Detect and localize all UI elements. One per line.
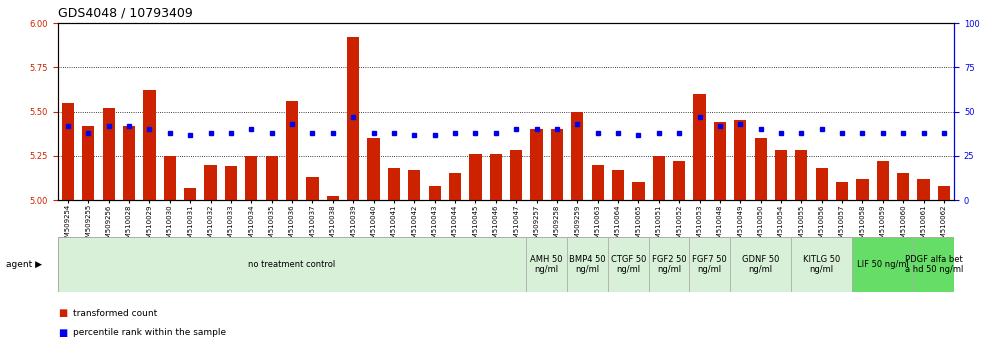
Bar bbox=[632, 182, 644, 200]
Bar bbox=[510, 150, 522, 200]
Text: PDGF alfa bet
a hd 50 ng/ml: PDGF alfa bet a hd 50 ng/ml bbox=[904, 255, 963, 274]
Bar bbox=[307, 177, 319, 200]
Bar bbox=[62, 103, 74, 200]
FancyBboxPatch shape bbox=[58, 237, 526, 292]
Bar bbox=[551, 129, 563, 200]
Text: agent ▶: agent ▶ bbox=[6, 260, 42, 269]
Bar bbox=[143, 90, 155, 200]
FancyBboxPatch shape bbox=[689, 237, 730, 292]
Bar bbox=[836, 182, 849, 200]
Bar bbox=[693, 94, 705, 200]
Bar bbox=[408, 170, 420, 200]
Bar bbox=[449, 173, 461, 200]
Bar bbox=[327, 196, 339, 200]
Bar bbox=[490, 154, 502, 200]
Bar bbox=[755, 138, 767, 200]
FancyBboxPatch shape bbox=[791, 237, 853, 292]
Bar bbox=[816, 168, 828, 200]
Bar bbox=[225, 166, 237, 200]
Text: KITLG 50
ng/ml: KITLG 50 ng/ml bbox=[803, 255, 841, 274]
Text: LIF 50 ng/ml: LIF 50 ng/ml bbox=[857, 260, 908, 269]
Bar bbox=[592, 165, 604, 200]
Bar bbox=[876, 161, 889, 200]
Bar bbox=[428, 186, 441, 200]
Bar bbox=[714, 122, 726, 200]
Bar bbox=[347, 37, 360, 200]
Bar bbox=[897, 173, 909, 200]
Bar bbox=[531, 129, 543, 200]
Bar bbox=[387, 168, 400, 200]
Bar bbox=[184, 188, 196, 200]
FancyBboxPatch shape bbox=[913, 237, 954, 292]
Bar bbox=[612, 170, 624, 200]
Bar bbox=[245, 156, 257, 200]
Bar bbox=[917, 179, 929, 200]
FancyBboxPatch shape bbox=[608, 237, 648, 292]
Bar bbox=[857, 179, 869, 200]
Text: ■: ■ bbox=[58, 328, 67, 338]
Text: GDS4048 / 10793409: GDS4048 / 10793409 bbox=[58, 6, 192, 19]
Bar bbox=[266, 156, 278, 200]
FancyBboxPatch shape bbox=[526, 237, 567, 292]
Text: FGF7 50
ng/ml: FGF7 50 ng/ml bbox=[692, 255, 727, 274]
Text: BMP4 50
ng/ml: BMP4 50 ng/ml bbox=[569, 255, 606, 274]
Text: transformed count: transformed count bbox=[73, 309, 157, 318]
FancyBboxPatch shape bbox=[853, 237, 913, 292]
Text: GDNF 50
ng/ml: GDNF 50 ng/ml bbox=[742, 255, 779, 274]
Text: AMH 50
ng/ml: AMH 50 ng/ml bbox=[531, 255, 563, 274]
Text: no treatment control: no treatment control bbox=[248, 260, 336, 269]
Bar bbox=[571, 112, 584, 200]
Text: CTGF 50
ng/ml: CTGF 50 ng/ml bbox=[611, 255, 645, 274]
Bar bbox=[795, 150, 808, 200]
Bar bbox=[83, 126, 95, 200]
Text: percentile rank within the sample: percentile rank within the sample bbox=[73, 328, 226, 337]
FancyBboxPatch shape bbox=[648, 237, 689, 292]
Text: FGF2 50
ng/ml: FGF2 50 ng/ml bbox=[651, 255, 686, 274]
Bar bbox=[368, 138, 379, 200]
FancyBboxPatch shape bbox=[567, 237, 608, 292]
Bar bbox=[734, 120, 746, 200]
Bar bbox=[123, 126, 135, 200]
Bar bbox=[673, 161, 685, 200]
FancyBboxPatch shape bbox=[730, 237, 791, 292]
Bar bbox=[469, 154, 481, 200]
Bar bbox=[286, 101, 298, 200]
Bar bbox=[652, 156, 665, 200]
Text: ■: ■ bbox=[58, 308, 67, 318]
Bar bbox=[163, 156, 176, 200]
Bar bbox=[775, 150, 787, 200]
Bar bbox=[938, 186, 950, 200]
Bar bbox=[103, 108, 115, 200]
Bar bbox=[204, 165, 217, 200]
